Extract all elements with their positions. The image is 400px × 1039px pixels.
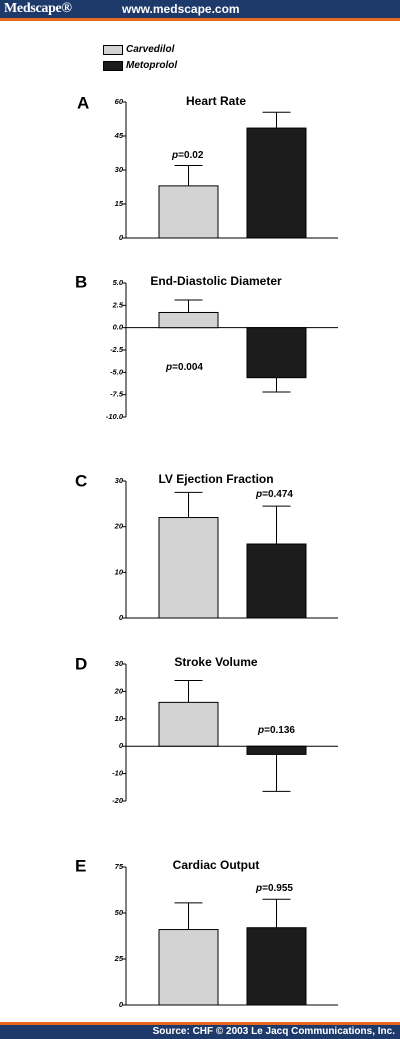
y-tick-label: 45 (114, 131, 124, 140)
chart-panel-e: E Cardiac Output 0 25 50 75 p=0.955 (75, 856, 338, 1009)
chart-panel-d: D Stroke Volume 30 20 10 0 -10 -20 p=0.136 (75, 654, 338, 805)
p-value: =0.004 (172, 362, 203, 373)
p-symbol: p (171, 150, 178, 161)
p-symbol: p (255, 883, 262, 894)
p-symbol: p (255, 489, 262, 500)
y-tick-label: -10.0 (106, 412, 124, 421)
bar-metoprolol (246, 127, 307, 239)
chart-title: Stroke Volume (174, 655, 257, 669)
footer-bar: Source: CHF © 2003 Le Jacq Communication… (0, 1022, 400, 1039)
chart-panel-b: B End-Diastolic Diameter 5.0 2.5 0.0 -2.5 -5.0… (75, 272, 338, 421)
p-value: =0.474 (262, 489, 293, 500)
chart-title: LV Ejection Fraction (158, 472, 273, 486)
bar-metoprolol (246, 543, 307, 619)
y-tick-label: 20 (114, 522, 124, 531)
legend-item-metoprolol: Metoprolol (103, 58, 177, 73)
legend-swatch-carvedilol (103, 44, 123, 55)
y-tick-label: 30 (115, 659, 124, 668)
bar-metoprolol (246, 745, 307, 755)
chart-panel-c: C LV Ejection Fraction 0 10 20 30 p=0.474 (75, 471, 338, 622)
p-value-label: p=0.02 (171, 150, 204, 161)
y-tick-label: -7.5 (110, 390, 124, 399)
bar-carvedilol (158, 929, 219, 1006)
panel-letter: C (75, 471, 87, 490)
panel-letter: D (75, 654, 87, 673)
y-tick-label: 2.5 (112, 300, 124, 309)
bar-carvedilol (158, 517, 219, 619)
y-tick-label: 0 (119, 741, 124, 750)
p-value-label: p=0.004 (165, 362, 203, 373)
y-tick-label: -20 (112, 796, 124, 805)
p-value: =0.02 (178, 150, 204, 161)
bar-carvedilol (158, 701, 219, 747)
p-symbol: p (257, 725, 264, 736)
chart-title: Heart Rate (186, 94, 246, 108)
bar-carvedilol (158, 311, 219, 329)
y-tick-label: 25 (114, 954, 124, 963)
chart-title: Cardiac Output (173, 858, 260, 872)
site-url: www.medscape.com (122, 2, 240, 16)
legend-label-metoprolol: Metoprolol (126, 60, 178, 71)
source-credit: Source: CHF © 2003 Le Jacq Communication… (152, 1026, 395, 1037)
y-tick-label: 5.0 (113, 278, 124, 287)
y-tick-label: 10 (115, 714, 124, 723)
y-tick-label: 0 (119, 233, 124, 242)
legend-swatch-metoprolol (103, 60, 123, 71)
p-symbol: p (165, 362, 172, 373)
y-tick-label: 0 (119, 613, 124, 622)
y-tick-label: 60 (115, 97, 124, 106)
p-value-label: p=0.136 (257, 725, 295, 736)
panel-letter: B (75, 272, 87, 291)
y-tick-label: -2.5 (110, 345, 124, 354)
p-value: =0.955 (262, 883, 293, 894)
chart-panel-a: A Heart Rate 0 15 30 45 60 p=0.02 (77, 93, 338, 242)
y-tick-label: -5.0 (110, 367, 124, 376)
p-value-label: p=0.474 (255, 489, 293, 500)
header-bar: Medscape® www.medscape.com (0, 0, 400, 21)
panel-letter: E (75, 856, 86, 875)
y-tick-label: 30 (115, 476, 124, 485)
y-tick-label: 0.0 (113, 323, 124, 332)
panel-letter: A (77, 93, 89, 112)
legend-item-carvedilol: Carvedilol (103, 42, 177, 57)
bar-carvedilol (158, 185, 219, 239)
legend-label-carvedilol: Carvedilol (126, 44, 175, 55)
chart-title: End-Diastolic Diameter (150, 274, 282, 288)
y-tick-label: 50 (115, 908, 124, 917)
y-tick-label: 75 (115, 862, 124, 871)
y-tick-label: -10 (112, 769, 124, 778)
bar-metoprolol (246, 327, 307, 379)
bar-metoprolol (246, 927, 307, 1006)
y-tick-label: 15 (115, 199, 124, 208)
medscape-logo: Medscape® (4, 1, 72, 16)
legend: Carvedilol Metoprolol (103, 42, 177, 74)
y-tick-label: 30 (115, 165, 124, 174)
y-tick-label: 20 (114, 686, 124, 695)
p-value-label: p=0.955 (255, 883, 293, 894)
y-tick-label: 10 (115, 567, 124, 576)
p-value: =0.136 (264, 725, 295, 736)
y-tick-label: 0 (119, 1000, 124, 1009)
